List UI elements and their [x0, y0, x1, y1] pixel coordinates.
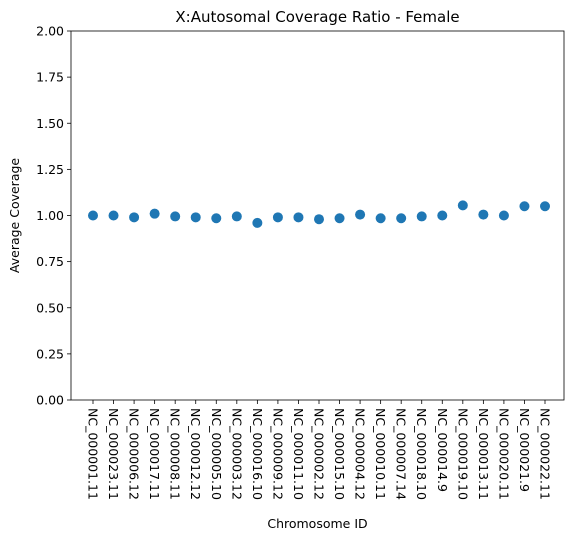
- x-tick-label: NC_000014.9: [435, 408, 450, 492]
- data-point: [108, 210, 119, 221]
- y-tick-label: 1.00: [36, 208, 64, 223]
- y-tick-label: 0.50: [36, 300, 64, 315]
- data-point: [190, 212, 201, 223]
- y-tick-label: 1.25: [36, 162, 64, 177]
- data-point: [88, 210, 98, 221]
- data-point: [396, 213, 407, 224]
- data-point: [375, 213, 386, 224]
- x-tick-label: NC_000019.10: [455, 408, 470, 500]
- y-tick-label: 0.75: [36, 254, 64, 269]
- data-point: [149, 208, 160, 219]
- x-tick-label: NC_000023.11: [106, 408, 121, 500]
- data-point: [170, 211, 181, 222]
- y-tick-label: 2.00: [36, 24, 64, 39]
- data-points: [88, 200, 550, 228]
- data-point: [416, 211, 427, 222]
- x-tick-label: NC_000008.11: [168, 408, 183, 500]
- data-point: [355, 209, 366, 220]
- x-tick-label: NC_000022.11: [538, 408, 553, 500]
- x-tick-label: NC_000018.10: [414, 408, 429, 500]
- x-tick-label: NC_000006.12: [127, 408, 142, 500]
- data-point: [457, 200, 468, 211]
- data-point: [540, 201, 550, 212]
- data-point: [293, 212, 304, 223]
- x-tick-label: NC_000016.10: [250, 408, 265, 500]
- x-tick-label: NC_000007.14: [394, 408, 409, 500]
- data-point: [498, 210, 509, 221]
- x-tick-label: NC_000015.10: [332, 408, 347, 500]
- x-axis: NC_000001.11 NC_000023.11 NC_000006.12 NC_0…: [86, 400, 553, 500]
- x-tick-label: NC_000009.12: [270, 408, 285, 500]
- data-point: [272, 212, 283, 223]
- x-tick-label: NC_000005.10: [209, 408, 224, 500]
- x-tick-label: NC_000017.11: [147, 408, 162, 500]
- x-tick-label: NC_000001.11: [86, 408, 101, 500]
- x-tick-label: NC_000020.11: [496, 408, 511, 500]
- plot-frame: [70, 30, 565, 401]
- x-tick-label: NC_000004.12: [353, 408, 368, 500]
- y-axis: 0.00 0.25 0.50 0.75 1.00 1.25 1.50 1.75 2.00: [36, 24, 71, 408]
- y-tick-label: 0.00: [36, 393, 64, 408]
- x-tick-label: NC_000010.11: [373, 408, 388, 500]
- data-point: [437, 210, 448, 221]
- data-point: [519, 201, 530, 212]
- data-point: [252, 217, 263, 228]
- x-tick-label: NC_000003.12: [229, 408, 244, 500]
- x-tick-label: NC_000012.12: [188, 408, 203, 500]
- x-tick-label: NC_000011.10: [291, 408, 306, 500]
- x-axis-title: Chromosome ID: [267, 516, 367, 531]
- data-point: [334, 213, 345, 224]
- x-tick-label: NC_000013.11: [476, 408, 491, 500]
- y-tick-label: 0.25: [36, 346, 64, 361]
- y-tick-label: 1.75: [36, 70, 64, 85]
- data-point: [129, 212, 140, 223]
- x-tick-label: NC_000002.12: [312, 408, 327, 500]
- data-point: [478, 209, 489, 220]
- data-point: [314, 214, 324, 225]
- y-axis-title: Average Coverage: [7, 158, 22, 274]
- chart-title: X:Autosomal Coverage Ratio - Female: [175, 8, 459, 26]
- y-tick-label: 1.50: [36, 116, 64, 131]
- x-tick-label: NC_000021.9: [517, 408, 532, 492]
- data-point: [231, 211, 242, 222]
- data-point: [211, 213, 222, 224]
